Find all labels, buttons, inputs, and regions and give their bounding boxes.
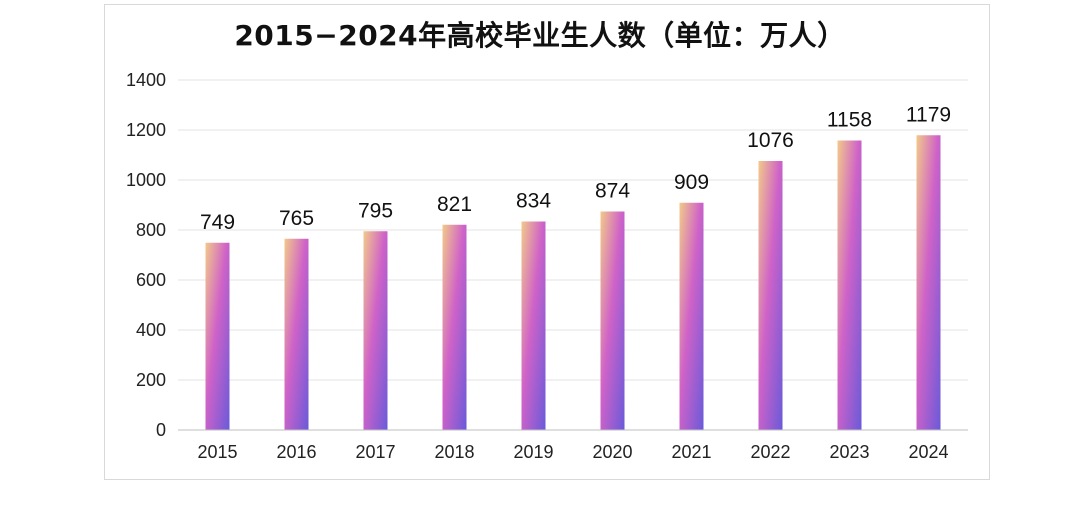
x-tick-label: 2018 <box>434 442 474 462</box>
data-label: 821 <box>437 193 472 216</box>
y-tick-label: 600 <box>136 270 166 290</box>
bar-2016 <box>284 238 309 430</box>
x-tick-label: 2022 <box>750 442 790 462</box>
data-label: 1158 <box>827 109 872 132</box>
bar-2018 <box>442 224 467 430</box>
y-tick-label: 1000 <box>126 170 166 190</box>
x-tick-label: 2016 <box>276 442 316 462</box>
bars <box>205 135 941 430</box>
bar-2015 <box>205 242 230 430</box>
bar-2019 <box>521 221 546 430</box>
y-tick-label: 200 <box>136 370 166 390</box>
data-label: 1076 <box>747 129 794 152</box>
bar-2020 <box>600 211 625 430</box>
data-label: 909 <box>674 171 709 194</box>
y-tick-label: 0 <box>156 420 166 440</box>
y-tick-label: 1200 <box>126 120 166 140</box>
x-tick-label: 2020 <box>592 442 632 462</box>
gridlines <box>178 79 968 381</box>
y-tick-label: 800 <box>136 220 166 240</box>
x-axis-ticks: 2015 2016 2017 2018 2019 2020 2021 2022 2023 2024 <box>197 442 948 462</box>
x-tick-label: 2023 <box>829 442 869 462</box>
x-tick-label: 2019 <box>513 442 553 462</box>
x-tick-label: 2017 <box>355 442 395 462</box>
data-label: 874 <box>595 180 630 203</box>
data-label: 765 <box>279 207 314 230</box>
bar-2023 <box>837 140 862 430</box>
data-label: 749 <box>200 211 235 234</box>
y-tick-label: 1400 <box>126 70 166 90</box>
x-tick-label: 2015 <box>197 442 237 462</box>
data-label: 1179 <box>906 103 951 126</box>
bar-2021 <box>679 202 704 430</box>
data-labels: 749 765 795 821 834 874 909 1076 1158 1179 <box>200 103 951 234</box>
x-tick-label: 2021 <box>671 442 711 462</box>
x-tick-label: 2024 <box>908 442 948 462</box>
data-label: 795 <box>358 199 393 222</box>
bar-2022 <box>758 161 783 430</box>
data-label: 834 <box>516 190 551 213</box>
bar-2017 <box>363 231 388 430</box>
y-axis-ticks: 0 200 400 600 800 1000 1200 1400 <box>126 70 166 440</box>
chart-title: 2015−2024年高校毕业生人数（单位：万人） <box>234 19 846 52</box>
y-tick-label: 400 <box>136 320 166 340</box>
bar-2024 <box>916 135 941 430</box>
